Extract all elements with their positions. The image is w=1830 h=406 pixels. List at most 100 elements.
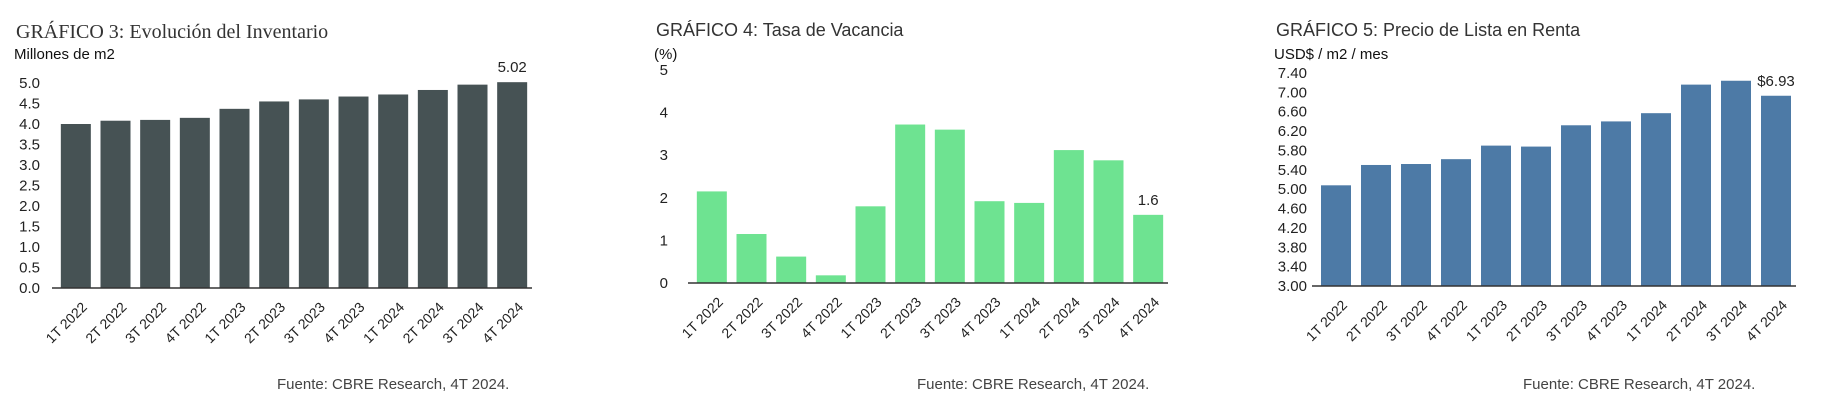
bar (1481, 145, 1511, 286)
y-tick-label: 0 (660, 275, 668, 292)
y-tick-label: 0.5 (19, 260, 40, 277)
chart-panel-precio: GRÁFICO 5: Precio de Lista en Renta USD$… (1260, 0, 1830, 406)
y-tick-label: 6.60 (1278, 104, 1307, 121)
y-tick-label: 0.0 (19, 280, 40, 297)
chart-panel-vacancia: GRÁFICO 4: Tasa de Vacancia (%) 0 1 2 3 4 5 1T… (640, 0, 1200, 406)
bar-chart-inventario: 0.0 0.5 1.0 1.5 2.0 2.5 3.0 3.5 4.0 4.5 5.0 1T 2022… (19, 59, 532, 347)
bar (1321, 185, 1351, 286)
chart-source: Fuente: CBRE Research, 4T 2024. (1523, 376, 1756, 393)
data-label: $6.93 (1757, 73, 1795, 90)
bar (776, 256, 807, 283)
x-tick-label: 3T 2024 (1075, 294, 1123, 342)
data-label: 1.6 (1138, 192, 1159, 209)
y-tick-label: 4.60 (1278, 201, 1307, 218)
y-tick-label: 3.00 (1278, 278, 1307, 295)
y-tick-label: 3.5 (19, 137, 40, 154)
y-tick-label: 5 (660, 62, 668, 79)
bar (100, 120, 131, 288)
x-tick-label: 2T 2024 (399, 299, 447, 347)
bar (1093, 160, 1124, 283)
bar (298, 99, 329, 289)
chart-source: Fuente: CBRE Research, 4T 2024. (277, 376, 510, 393)
y-tick-label: 5.00 (1278, 181, 1307, 198)
bar (1133, 214, 1164, 283)
y-tick-label: 5.0 (19, 75, 40, 92)
y-tick-label: 4.0 (19, 116, 40, 133)
chart-unit-label: USD$ / m2 / mes (1274, 46, 1389, 63)
x-tick-label: 4T 2024 (1743, 297, 1791, 345)
bar (696, 191, 727, 283)
y-tick-label: 3.80 (1278, 239, 1307, 256)
x-tick-label: 1T 2023 (1463, 297, 1511, 345)
bar (1401, 164, 1431, 286)
x-tick-label: 2T 2022 (1343, 297, 1391, 345)
x-tick-label: 3T 2022 (1383, 297, 1431, 345)
y-tick-label: 3.40 (1278, 259, 1307, 276)
y-tick-label: 2 (660, 190, 668, 207)
chart-panel-inventario: GRÁFICO 3: Evolución del Inventario Mill… (0, 0, 560, 406)
bar (1561, 125, 1591, 286)
bar (1761, 95, 1791, 286)
x-tick-label: 3T 2023 (280, 299, 328, 347)
bar (140, 119, 171, 289)
y-tick-label: 3 (660, 147, 668, 164)
x-tick-label: 2T 2023 (241, 299, 289, 347)
x-tick-label: 4T 2024 (479, 299, 527, 347)
x-tick-label: 4T 2022 (161, 299, 209, 347)
y-tick-label: 2.0 (19, 198, 40, 215)
bar (855, 206, 886, 283)
bar (179, 117, 210, 288)
x-tick-label: 1T 2022 (42, 299, 90, 347)
x-tick-label: 2T 2023 (877, 294, 925, 342)
x-tick-label: 2T 2023 (1503, 297, 1551, 345)
bar (60, 124, 91, 288)
x-tick-label: 3T 2023 (1543, 297, 1591, 345)
x-tick-label: 4T 2023 (1583, 297, 1631, 345)
bar (378, 94, 409, 288)
bar (1053, 150, 1084, 283)
y-tick-label: 4.20 (1278, 220, 1307, 237)
x-tick-label: 4T 2023 (956, 294, 1004, 342)
bar (259, 101, 290, 288)
x-tick-label: 1T 2024 (1623, 297, 1671, 345)
bar (219, 108, 250, 288)
y-tick-label: 5.80 (1278, 142, 1307, 159)
bar-chart-precio: 3.00 3.40 3.80 4.20 4.60 5.00 5.40 5.80 6.20 6.60… (1278, 65, 1796, 345)
chart-source: Fuente: CBRE Research, 4T 2024. (917, 376, 1150, 393)
y-tick-label: 7.40 (1278, 65, 1307, 82)
x-tick-label: 1T 2022 (678, 294, 726, 342)
bar (736, 234, 767, 283)
chart-unit-label: (%) (654, 46, 678, 63)
bar (338, 96, 369, 288)
bar (895, 124, 926, 283)
x-tick-label: 2T 2024 (1035, 294, 1083, 342)
bar (974, 201, 1005, 283)
y-tick-label: 1.5 (19, 219, 40, 236)
x-tick-label: 3T 2022 (122, 299, 170, 347)
x-tick-label: 2T 2022 (82, 299, 130, 347)
bar (934, 129, 965, 283)
x-tick-label: 3T 2023 (916, 294, 964, 342)
chart-title: GRÁFICO 4: Tasa de Vacancia (656, 20, 904, 40)
x-tick-label: 1T 2023 (201, 299, 249, 347)
y-tick-label: 7.00 (1278, 84, 1307, 101)
bar (1601, 121, 1631, 286)
y-tick-label: 6.20 (1278, 123, 1307, 140)
y-tick-label: 5.40 (1278, 162, 1307, 179)
bar (1361, 164, 1391, 286)
bar (1441, 159, 1471, 286)
bar (417, 89, 448, 288)
bar (1721, 80, 1751, 286)
bar (457, 84, 488, 288)
bar (815, 275, 846, 283)
y-tick-label: 2.5 (19, 178, 40, 195)
data-label: 5.02 (498, 59, 527, 76)
bar (1681, 84, 1711, 286)
x-tick-label: 3T 2022 (758, 294, 806, 342)
x-tick-label: 4T 2022 (797, 294, 845, 342)
x-tick-label: 2T 2022 (718, 294, 766, 342)
y-tick-label: 4.5 (19, 96, 40, 113)
y-tick-label: 1.0 (19, 239, 40, 256)
chart-unit-label: Millones de m2 (14, 46, 115, 63)
